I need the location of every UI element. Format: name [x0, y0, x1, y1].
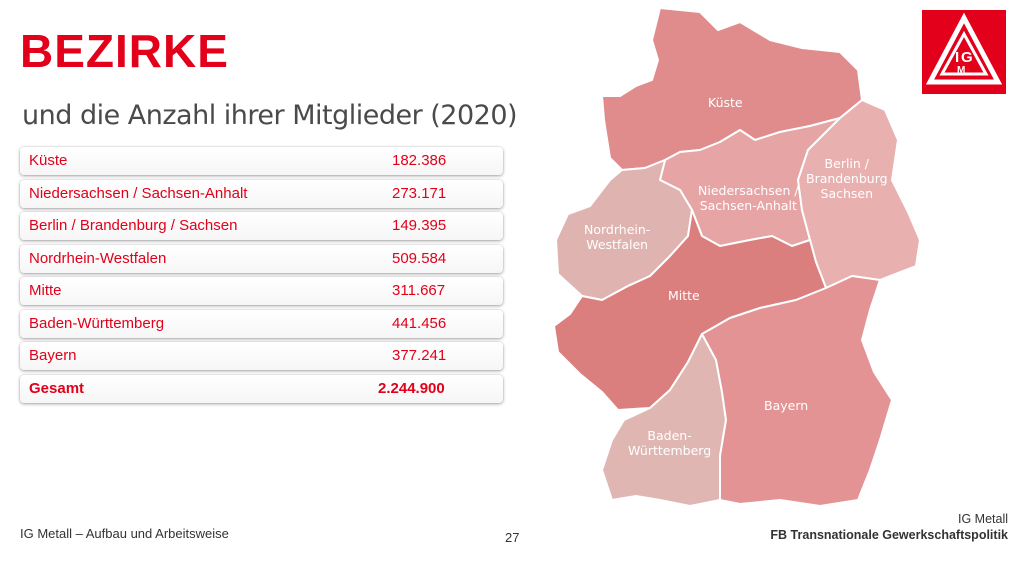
table-row: Berlin / Brandenburg / Sachsen 149.395 — [20, 212, 503, 240]
footer-department: FB Transnationale Gewerkschaftspolitik — [770, 528, 1008, 542]
slide-subtitle: und die Anzahl ihrer Mitglieder (2020) — [22, 100, 518, 131]
members-table: Küste 182.386 Niedersachsen / Sachsen-An… — [20, 147, 503, 407]
table-row: Niedersachsen / Sachsen-Anhalt 273.171 — [20, 179, 503, 208]
member-count: 377.241 — [392, 347, 447, 364]
map-label-berlin-brandenburg-sachsen: Berlin / Brandenburg Sachsen — [806, 156, 888, 201]
table-row: Baden-Württemberg 441.456 — [20, 309, 503, 338]
total-label: Gesamt — [29, 379, 85, 397]
member-count: 273.171 — [392, 184, 447, 202]
ig-metall-logo: I G M — [922, 10, 1006, 94]
member-count: 311.667 — [392, 282, 446, 299]
footer-left-text: IG Metall – Aufbau und Arbeitsweise — [20, 526, 229, 541]
table-row: Bayern 377.241 — [20, 342, 503, 370]
table-total-row: Gesamt 2.244.900 — [20, 374, 503, 403]
map-label-kueste: Küste — [708, 95, 743, 110]
map-label-niedersachsen-sachsen-anhalt: Niedersachsen / Sachsen-Anhalt — [698, 183, 799, 213]
svg-text:G: G — [961, 49, 973, 66]
map-label-baden-wuerttemberg: Baden- Württemberg — [628, 428, 712, 458]
district-name: Mitte — [29, 282, 62, 299]
district-name: Küste — [29, 152, 68, 169]
member-count: 149.395 — [392, 217, 447, 234]
district-name: Berlin / Brandenburg / Sachsen — [29, 217, 238, 234]
footer-org: IG Metall — [957, 512, 1008, 526]
page-number: 27 — [505, 530, 520, 545]
total-count: 2.244.900 — [378, 379, 445, 397]
district-name: Niedersachsen / Sachsen-Anhalt — [29, 184, 248, 202]
district-name: Bayern — [29, 347, 77, 364]
svg-text:I: I — [955, 49, 959, 66]
map-label-mitte: Mitte — [668, 288, 700, 303]
member-count: 509.584 — [392, 249, 447, 267]
table-row: Nordrhein-Westfalen 509.584 — [20, 244, 503, 273]
member-count: 182.386 — [392, 152, 447, 169]
member-count: 441.456 — [392, 314, 447, 332]
slide-title: BEZIRKE — [20, 25, 229, 77]
region-bayern — [701, 275, 893, 507]
map-label-nordrhein-westfalen: Nordrhein- Westfalen — [584, 222, 651, 252]
table-row: Mitte 311.667 — [20, 277, 503, 305]
map-label-bayern: Bayern — [764, 398, 809, 413]
germany-map — [553, 7, 921, 507]
district-name: Nordrhein-Westfalen — [29, 249, 167, 267]
svg-text:M: M — [957, 65, 965, 76]
district-name: Baden-Württemberg — [29, 314, 165, 332]
table-row: Küste 182.386 — [20, 147, 503, 175]
